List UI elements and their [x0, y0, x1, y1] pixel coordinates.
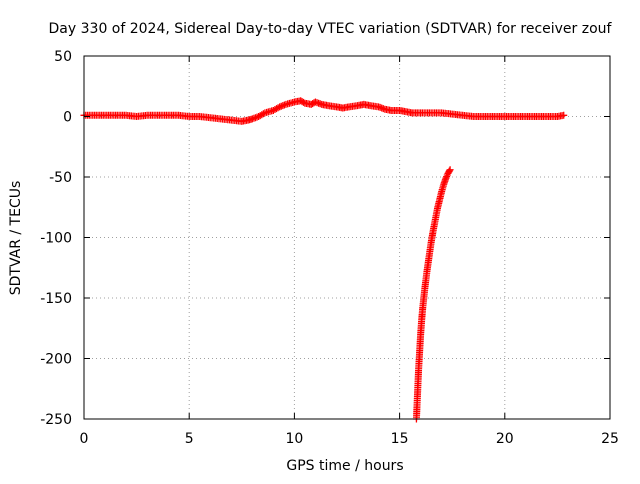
x-tick-label: 10: [285, 431, 303, 447]
x-tick-label: 15: [391, 431, 409, 447]
axis-ticks: 0 5 10 15 20 25 50 0 -50 -100 -150 -200 -250: [40, 49, 619, 447]
x-tick-label: 5: [185, 431, 194, 447]
y-tick-label: -100: [40, 231, 72, 247]
y-tick-label: -50: [49, 170, 72, 186]
y-tick-label: -150: [40, 291, 72, 307]
x-axis-label: GPS time / hours: [286, 458, 403, 474]
y-tick-label: 50: [54, 49, 72, 65]
data-point-series-2: [442, 174, 450, 182]
chart-title: Day 330 of 2024, Sidereal Day-to-day VTE…: [49, 21, 613, 37]
data-points: [80, 97, 568, 423]
data-point-series-1: [560, 111, 568, 119]
y-tick-label: -200: [40, 352, 72, 368]
data-point-series-1: [274, 104, 282, 112]
y-tick-label: -250: [40, 412, 72, 428]
data-point-series-1: [259, 110, 267, 118]
x-tick-label: 20: [496, 431, 514, 447]
data-point-series-2: [446, 166, 454, 174]
x-tick-label: 25: [601, 431, 619, 447]
y-tick-label: 0: [63, 110, 72, 126]
data-point-series-2: [445, 167, 453, 175]
y-axis-label: SDTVAR / TECUs: [8, 181, 24, 296]
x-tick-label: 0: [80, 431, 89, 447]
data-point-series-2: [443, 173, 451, 181]
